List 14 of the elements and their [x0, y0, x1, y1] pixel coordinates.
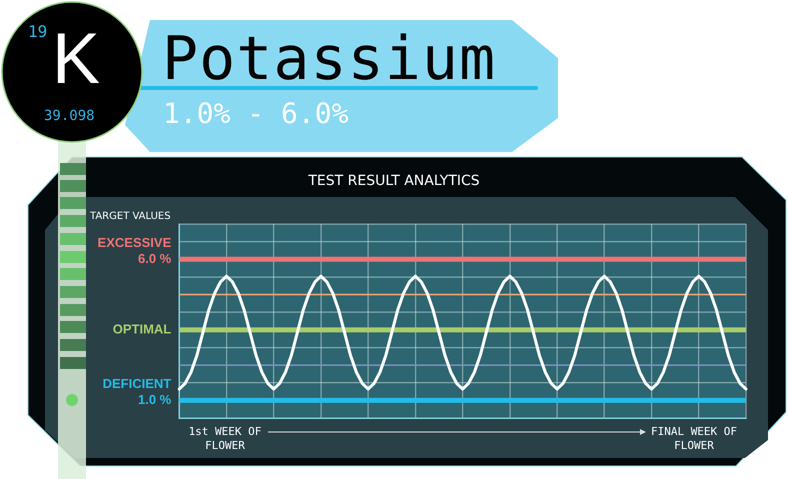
y-tick-label: 6.0 % — [138, 250, 172, 266]
chart-subtitle: 1.0% - 6.0% — [163, 97, 348, 130]
text: FINAL WEEK OF FLOWER — [650, 425, 738, 453]
text: TEST RESULT ANALYTICS — [307, 173, 481, 189]
text: TARGET VALUES — [90, 211, 171, 222]
text: 39.098 — [44, 108, 95, 124]
text: 19 — [28, 22, 48, 41]
ref-line-label: DEFICIENT — [102, 376, 172, 391]
y-tick-label: 1.0 % — [138, 392, 172, 407]
ref-line-label: EXCESSIVE — [98, 234, 172, 250]
text: K — [52, 18, 100, 100]
ref-line-label: OPTIMAL — [112, 321, 172, 336]
chart-title: Potassium — [162, 24, 496, 94]
text: 1st WEEK OF FLOWER — [188, 425, 262, 453]
